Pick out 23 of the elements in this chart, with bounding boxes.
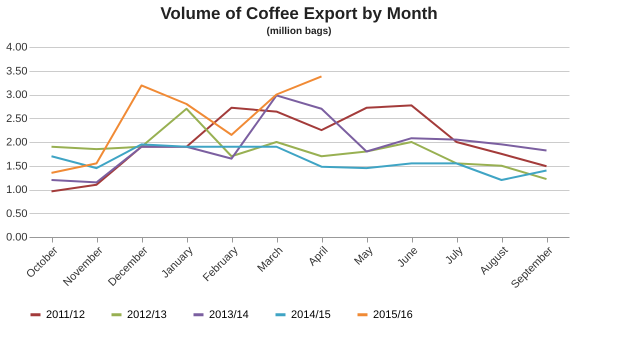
legend-label: 2014/15 (291, 308, 331, 321)
y-tick-label: 0.50 (6, 208, 28, 220)
y-tick-label: 0.00 (6, 232, 28, 244)
x-tick-label: July (443, 244, 466, 267)
chart-subtitle: (million bags) (266, 26, 332, 37)
y-tick-label: 2.50 (6, 112, 28, 125)
line-series (50, 143, 548, 181)
line-series (50, 94, 548, 184)
chart-title: Volume of Coffee Export by Month (160, 4, 438, 23)
y-tick-label: 4.00 (6, 42, 28, 54)
legend-label: 2011/12 (46, 308, 85, 321)
legend-label: 2013/14 (209, 308, 249, 321)
y-tick-label: 3.50 (6, 65, 28, 78)
y-tick-label: 1.50 (6, 160, 28, 172)
line-series (50, 75, 322, 174)
y-tick-label: 1.00 (6, 184, 28, 196)
x-tick-label: May (352, 244, 376, 268)
line-series (50, 104, 548, 192)
y-tick-label: 2.00 (6, 136, 28, 148)
legend-label: 2012/13 (127, 308, 167, 321)
legend-label: 2015/16 (373, 308, 413, 321)
line-series (50, 108, 548, 180)
y-tick-label: 3.00 (6, 89, 28, 101)
